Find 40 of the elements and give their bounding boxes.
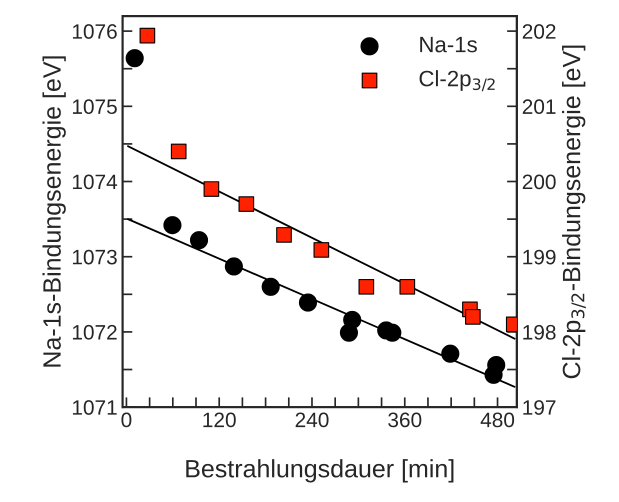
y-tick-label: 1075	[72, 99, 117, 114]
point	[441, 344, 460, 363]
y2-tick-label: 198	[523, 324, 556, 340]
y-tick-label: 1071	[72, 400, 117, 415]
x-tick-label: 480	[480, 412, 514, 428]
point	[190, 231, 208, 250]
legend-label: Na-1s	[420, 36, 477, 52]
point	[314, 242, 330, 258]
point	[163, 216, 182, 234]
x-tick-label: 0	[121, 412, 132, 428]
point	[224, 257, 243, 276]
y2-tick-label: 201	[522, 99, 556, 114]
y-tick-label: 1072	[72, 324, 117, 340]
point	[276, 227, 292, 243]
x-axis-title: Bestrahlungsdauer [min]	[186, 459, 454, 482]
point	[238, 196, 254, 212]
legend-label: Cl-2p$_{3/2}$	[420, 70, 495, 92]
point	[340, 324, 358, 342]
point	[262, 278, 280, 296]
y-axis-title: Na-1s-Bindungsenergie [eV]	[42, 56, 66, 367]
x-tick-label: 360	[388, 412, 422, 428]
y2-axis-title: Cl-2p$_{3/2}$-Bindungsenergie [eV]	[562, 46, 586, 378]
point	[140, 28, 156, 44]
point	[465, 309, 481, 325]
y2-tick-label: 199	[523, 250, 556, 264]
y-tick-label: 1073	[72, 250, 117, 264]
y2-tick-label: 202	[522, 24, 556, 39]
y-tick-label: 1074	[72, 174, 118, 190]
y2-tick-label: 197	[523, 400, 556, 415]
point	[126, 49, 144, 68]
point	[170, 144, 187, 160]
x-tick-label: 120	[203, 412, 236, 428]
point	[484, 366, 503, 384]
y-tick-label: 1076	[72, 24, 117, 39]
point	[358, 278, 374, 295]
x-tick-label: 240	[296, 412, 329, 428]
point	[399, 278, 416, 295]
y2-tick-label: 200	[522, 174, 556, 190]
point	[298, 294, 318, 312]
point	[204, 181, 220, 197]
